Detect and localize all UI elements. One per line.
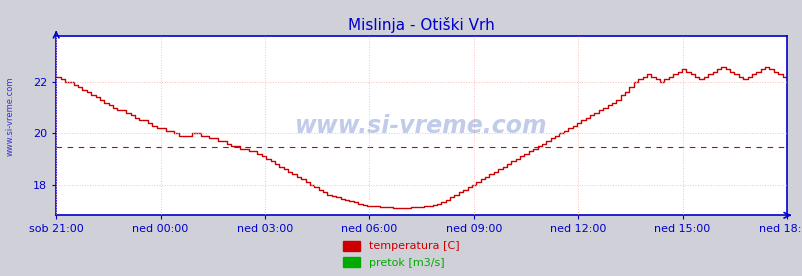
Text: www.si-vreme.com: www.si-vreme.com <box>295 114 547 137</box>
Title: Mislinja - Otiški Vrh: Mislinja - Otiški Vrh <box>348 17 494 33</box>
Legend: temperatura [C], pretok [m3/s]: temperatura [C], pretok [m3/s] <box>343 241 459 268</box>
Text: www.si-vreme.com: www.si-vreme.com <box>6 76 15 156</box>
